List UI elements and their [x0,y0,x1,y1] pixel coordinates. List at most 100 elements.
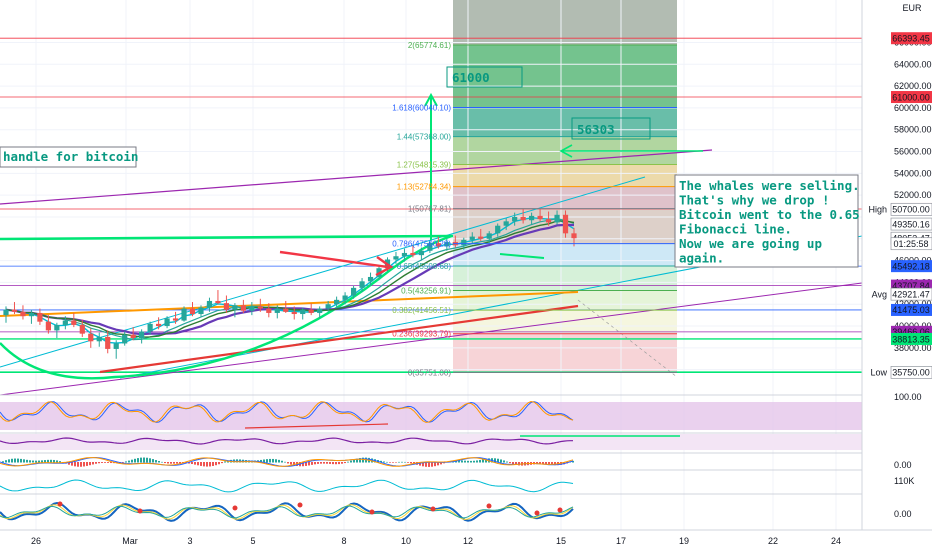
macd-bar [14,458,16,463]
green-up-arrow-head [424,92,438,107]
macd-bar [293,462,295,466]
price-tag-high: 50700.00 [892,205,930,215]
stoch-divergence [244,423,389,429]
macd-bar [71,462,73,466]
resistance-line [0,149,713,205]
wt-dot-5 [430,506,436,512]
macd-bar [218,462,220,465]
macd-bar [2,461,4,463]
fib-label-5: 1(50767.81) [408,205,451,214]
x-tick-4: 8 [341,536,346,546]
macd-bar [68,462,70,465]
time-axis[interactable]: 26 Mar 3 5 8 10 12 15 17 19 22 24 [0,529,932,550]
macd-bar [506,461,508,463]
support-line [0,282,863,396]
macd-bar [164,462,166,464]
ma-slow [5,223,575,336]
candle-body-43 [367,276,374,282]
macd-bar [500,459,502,463]
green-neckline [0,234,454,241]
fib-label-11: 0(35751.00) [408,368,451,377]
price-tag-49350-bg [890,217,932,231]
indicator-panes [0,394,932,522]
time-axis-bg [0,530,932,550]
macd-bar [11,458,13,463]
y-tick-6: 54000.00 [894,168,932,178]
macd-bar [110,462,112,464]
macd-bar [512,462,514,465]
cup-curve [0,234,453,380]
candle-body-19 [164,318,170,327]
macd-bar [407,462,409,463]
price-axis[interactable]: EUR66000.0064000.0062000.0060000.0058000… [861,0,932,530]
price-tag-avg-label: Avg [872,289,887,299]
candle-body-24 [206,300,213,308]
macd-bar [8,459,10,463]
price-tag-45492-bg [891,260,932,273]
macd-bar [311,462,313,465]
macd-bar [542,462,544,465]
fib-zone-7 [453,243,677,266]
macd-bar [536,462,538,465]
macd-bar [515,462,517,465]
x-tick-2: 3 [187,536,192,546]
macd-bar [260,459,262,463]
macd-bar [17,458,19,463]
macd-bar [26,459,28,463]
ind-axis-2: 110K [894,476,914,486]
fib-label-2: 1.44(57368.00) [397,133,452,142]
macd-bar [158,461,160,463]
macd-bar [56,460,58,463]
macd-bar [383,461,385,463]
macd-bar [350,460,352,463]
macd-bar [398,461,400,463]
macd-bar [539,462,541,464]
candle-body-17 [147,323,153,332]
macd-bar [107,462,109,463]
price-tag-61000-bg [891,91,932,104]
macd-bar [278,459,280,463]
macd-bar [404,461,406,463]
candle-body-16 [139,331,145,339]
red-arrow-head [375,256,394,277]
x-tick-9: 19 [679,536,689,546]
macd-bar [143,457,145,463]
macd-signal [0,457,574,467]
candle-body-10 [88,333,94,342]
candle-body-56 [478,236,484,239]
macd-bar [89,462,91,466]
macd-bar [323,462,325,464]
candle-body-29 [249,306,255,311]
macd-bar [137,458,139,463]
x-tick-5: 10 [401,536,411,546]
price-tag-countdown: 01:25:58 [893,239,928,249]
macd-bar [167,462,169,464]
red-trend [99,304,579,374]
candle-body-9 [79,324,85,334]
handle-text: handle for bitcoin [3,149,138,164]
fib-diagonal [577,299,678,378]
fib-zone-2 [453,107,677,137]
macd-bar [314,462,316,465]
macd-bar [341,462,343,464]
ind-axis-1: 0.00 [894,460,912,470]
macd-bar [428,462,430,467]
whales-line-1: That's why we drop ! [679,193,830,208]
y-tick-7: 52000.00 [894,190,932,200]
macd-bar [146,457,148,463]
x-tick-7: 15 [556,536,566,546]
macd-bar [410,462,412,464]
macd-bar [485,458,487,463]
macd-bar [554,462,556,466]
macd-bar [104,462,106,463]
macd-bar [272,458,274,463]
macd-bar [80,462,82,467]
price-tag-39466: 39466.06 [892,327,930,337]
macd-bar [497,458,499,463]
candle-body-18 [155,323,162,327]
price-tag-41475: 41475.03 [892,305,930,315]
macd-bar [209,462,211,467]
whales-line-5: again. [679,251,724,266]
